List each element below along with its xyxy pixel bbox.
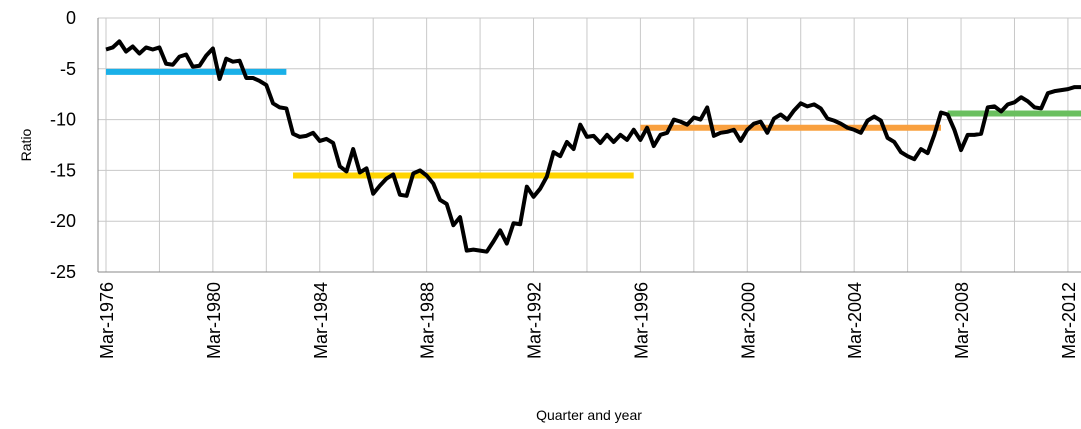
x-tick-label: Mar-1976 (97, 282, 117, 359)
y-tick-label: -15 (50, 160, 76, 180)
x-tick-label: Mar-2004 (845, 282, 865, 359)
x-tick-label: Mar-2012 (1059, 282, 1079, 359)
x-tick-label: Mar-2008 (952, 282, 972, 359)
y-tick-label: -10 (50, 110, 76, 130)
y-tick-label: -20 (50, 211, 76, 231)
y-tick-label: -5 (60, 59, 76, 79)
x-axis-title: Quarter and year (536, 407, 642, 423)
x-tick-label: Mar-1992 (525, 282, 545, 359)
x-tick-label: Mar-1988 (418, 282, 438, 359)
y-tick-label: -25 (50, 262, 76, 282)
plot (105, 39, 1081, 254)
y-tick-label: 0 (66, 8, 76, 28)
x-tick-label: Mar-1984 (311, 282, 331, 359)
x-tick-label: Mar-1980 (204, 282, 224, 359)
x-tick-label: Mar-2000 (738, 282, 758, 359)
y-axis-title: Ratio (18, 128, 34, 161)
x-tick-label: Mar-1996 (631, 282, 651, 359)
data-line (105, 39, 1081, 254)
